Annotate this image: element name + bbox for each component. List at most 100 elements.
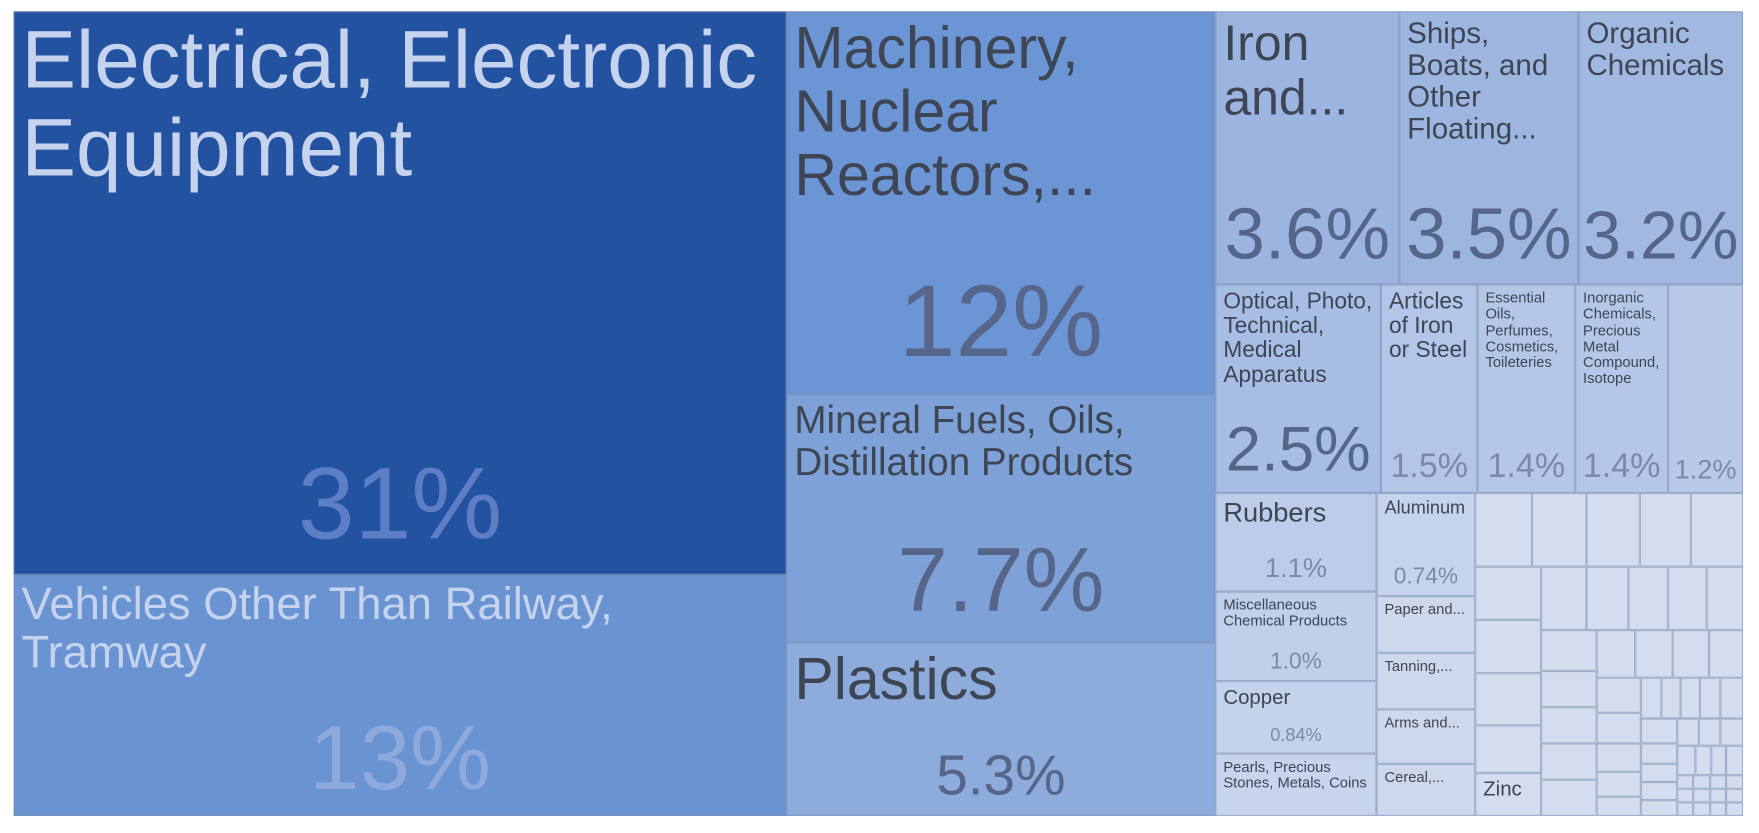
treemap-cell: [1531, 492, 1587, 567]
treemap-cell: [1726, 775, 1744, 789]
treemap-cell: [1720, 677, 1744, 719]
treemap-cell: Zinc: [1475, 772, 1542, 816]
cell-label: Optical, Photo, Technical, Medical Appar…: [1223, 288, 1373, 388]
value-label: 1.5%: [1390, 447, 1469, 486]
value-label: 3.6%: [1224, 192, 1391, 275]
treemap-cell: [1680, 677, 1700, 719]
cell-label: Mineral Fuels, Oils, Distillation Produc…: [794, 398, 1134, 484]
treemap-cell: [1640, 763, 1678, 782]
treemap-cell: [1698, 718, 1721, 746]
treemap-cell: [1639, 492, 1691, 567]
treemap-cell: [1475, 492, 1532, 567]
value-label: 1.2%: [1674, 454, 1737, 486]
cell-label: Paper and...: [1384, 600, 1465, 618]
treemap-cell: [1541, 670, 1597, 708]
cell-label: Aluminum: [1384, 498, 1466, 518]
treemap-cell: Mineral Fuels, Oils, Distillation Produc…: [786, 394, 1216, 643]
treemap-cell: [1677, 775, 1694, 789]
treemap-cell: Tanning,...: [1376, 652, 1476, 710]
treemap-cell: Cereal,...: [1376, 763, 1476, 816]
treemap-cell: [1475, 673, 1542, 726]
treemap-cell: Iron and... 3.6%: [1215, 11, 1400, 285]
cell-label: Vehicles Other Than Railway, Tramway: [21, 579, 613, 678]
treemap-cell: Vehicles Other Than Railway, Tramway 13%: [13, 574, 787, 816]
cell-label: Tanning,...: [1384, 657, 1453, 675]
treemap-cell: Articles of Iron or Steel 1.5%: [1381, 284, 1478, 493]
cell-label: Inorganic Chemicals, Precious Metal Comp…: [1583, 288, 1660, 388]
cell-label: Copper: [1223, 685, 1291, 709]
treemap-cell: [1596, 771, 1641, 797]
treemap-cell: [1596, 796, 1641, 816]
treemap-cell: Pearls, Precious Stones, Metals, Coins: [1215, 753, 1377, 816]
cell-label: Organic Chemicals: [1586, 15, 1725, 82]
treemap-cell: [1475, 619, 1542, 674]
cell-label: Articles of Iron or Steel: [1388, 288, 1468, 363]
value-label: 0.84%: [1270, 726, 1322, 746]
cell-label: Rubbers: [1223, 497, 1327, 529]
treemap-cell: [1668, 566, 1707, 631]
treemap-cell: [1475, 566, 1542, 620]
treemap-cell: Plastics 5.3%: [786, 642, 1216, 816]
treemap-cell: [1720, 718, 1744, 746]
treemap-cell: [1677, 718, 1699, 746]
treemap-cell: [1709, 630, 1744, 678]
treemap-cell: [1695, 745, 1712, 776]
treemap-cell: [1640, 718, 1678, 744]
treemap-cell: 1.2%: [1668, 284, 1744, 493]
treemap-cell: [1628, 566, 1669, 631]
value-label: 2.5%: [1225, 412, 1371, 484]
treemap-cell: Copper 0.84%: [1215, 681, 1377, 754]
treemap-cell: Aluminum 0.74%: [1376, 492, 1476, 597]
cell-label: Essential Oils, Perfumes, Cosmetics, Toi…: [1485, 288, 1559, 371]
treemap-cell: [1710, 802, 1727, 816]
treemap-cell: [1596, 712, 1641, 744]
treemap-cell: [1690, 492, 1744, 567]
treemap-cell: [1640, 743, 1678, 764]
value-label: 31%: [297, 447, 503, 561]
treemap-cell: [1693, 788, 1711, 803]
treemap-cell: [1711, 745, 1727, 776]
treemap-cell: [1596, 743, 1641, 772]
treemap-cell: Organic Chemicals 3.2%: [1578, 11, 1744, 285]
treemap-cell: [1672, 630, 1710, 678]
treemap-cell: [1640, 677, 1662, 719]
treemap-cell: [1726, 788, 1744, 803]
value-label: 12%: [898, 265, 1104, 379]
value-label: 3.2%: [1583, 197, 1739, 274]
treemap-cell: Electrical, Electronic Equipment 31%: [13, 11, 787, 575]
treemap-cell: [1586, 492, 1640, 567]
treemap-cell: Machinery, Nuclear Reactors,... 12%: [786, 11, 1216, 395]
treemap-cell: Arms and...: [1376, 709, 1476, 764]
cell-label: Zinc: [1483, 777, 1522, 801]
treemap-cell: [1710, 775, 1727, 789]
treemap-cell: [1541, 630, 1597, 671]
cell-label: Arms and...: [1384, 713, 1460, 731]
treemap-cell: [1693, 775, 1711, 789]
treemap-cell: [1596, 677, 1641, 713]
cell-label: Cereal,...: [1384, 768, 1445, 786]
treemap-cell: [1640, 800, 1678, 816]
treemap-cell: [1677, 788, 1694, 803]
value-label: 1.4%: [1487, 447, 1566, 486]
cell-label: Ships, Boats, and Other Floating...: [1407, 15, 1549, 146]
value-label: 3.5%: [1406, 192, 1572, 275]
value-label: 1.0%: [1270, 649, 1322, 675]
treemap-cell: [1706, 566, 1744, 631]
treemap-cell: [1661, 677, 1681, 719]
cell-label: Miscellaneous Chemical Products: [1223, 596, 1348, 630]
treemap-cell: [1586, 566, 1629, 631]
value-label: 5.3%: [936, 743, 1066, 807]
treemap-cell: [1475, 725, 1542, 773]
treemap-cell: Optical, Photo, Technical, Medical Appar…: [1215, 284, 1382, 493]
treemap-cell: Inorganic Chemicals, Precious Metal Comp…: [1575, 284, 1669, 493]
treemap-cell: Miscellaneous Chemical Products 1.0%: [1215, 591, 1377, 682]
treemap-cell: [1541, 779, 1597, 816]
treemap-cell: [1677, 802, 1694, 816]
treemap-cell: [1726, 802, 1744, 816]
treemap-cell: [1699, 677, 1721, 719]
cell-label: Electrical, Electronic Equipment: [21, 14, 758, 194]
cell-label: Iron and...: [1223, 15, 1349, 126]
treemap-cell: [1693, 802, 1711, 816]
value-label: 7.7%: [897, 529, 1105, 631]
